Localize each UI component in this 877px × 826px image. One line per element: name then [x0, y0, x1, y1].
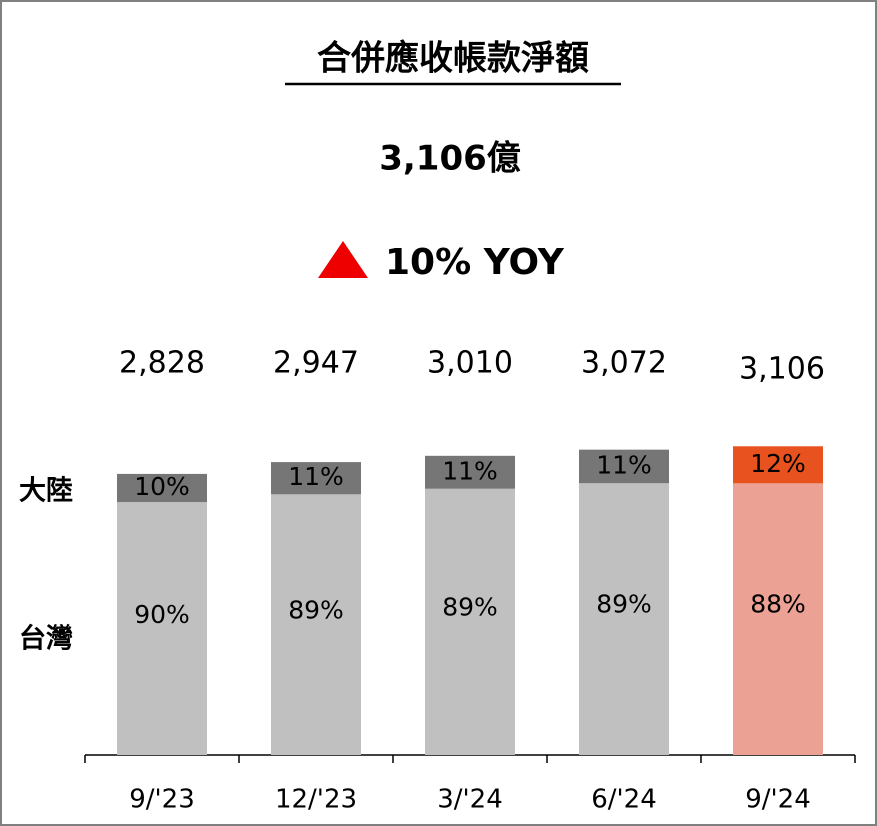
up-triangle [318, 241, 368, 278]
legend-label: 大陸 [19, 476, 73, 507]
total-label: 3,106 [739, 352, 825, 387]
bar-segment [271, 494, 361, 755]
segment-label: 88% [750, 590, 806, 619]
segment-label: 11% [596, 450, 652, 479]
bar-segment [117, 502, 207, 755]
total-label: 2,947 [273, 346, 359, 381]
segment-label: 89% [596, 590, 652, 619]
chart-title: 合併應收帳款淨額 [317, 39, 589, 79]
bar-segment [579, 449, 669, 484]
x-tick-label: 12/'23 [275, 785, 357, 815]
x-tick-label: 6/'24 [591, 785, 657, 815]
bar-segment [733, 446, 823, 484]
subtitle: 3,106億 [379, 139, 521, 179]
x-tick-label: 9/'24 [745, 785, 811, 815]
total-label: 2,828 [119, 346, 205, 381]
segment-label: 10% [134, 472, 190, 501]
bar-segment [271, 462, 361, 495]
x-tick-label: 9/'23 [129, 785, 195, 815]
segment-label: 12% [750, 449, 806, 478]
bar-segment [425, 488, 515, 755]
segment-label: 11% [442, 456, 498, 485]
segment-label: 90% [134, 600, 190, 629]
total-label: 3,072 [581, 346, 667, 381]
annotation: 10% YOY [385, 242, 565, 283]
segment-label: 89% [288, 596, 344, 625]
bar-segment [117, 473, 207, 503]
segment-label: 89% [442, 593, 498, 622]
bar-segment [733, 483, 823, 755]
bar-segment [579, 483, 669, 755]
bar-segment [425, 455, 515, 489]
segment-label: 11% [288, 462, 344, 491]
x-tick-label: 3/'24 [437, 785, 503, 815]
total-label: 3,010 [427, 346, 513, 381]
legend-label: 台灣 [19, 623, 73, 655]
